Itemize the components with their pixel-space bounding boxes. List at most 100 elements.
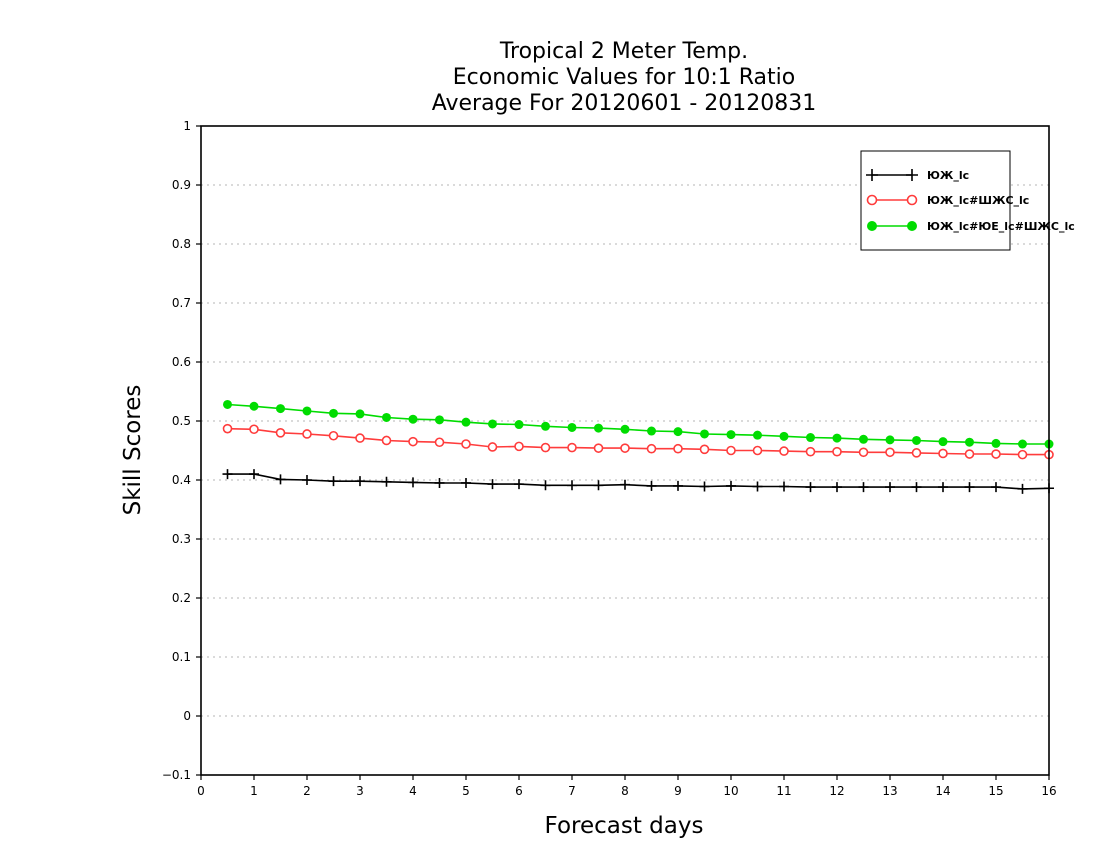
data-point xyxy=(249,424,259,435)
x-tick-label: 5 xyxy=(462,784,470,798)
series-3 xyxy=(223,399,1054,449)
y-tick-label: −0.1 xyxy=(162,768,191,782)
data-point xyxy=(541,421,550,431)
data-point xyxy=(514,420,524,430)
data-point xyxy=(991,438,1001,448)
data-point xyxy=(222,469,233,480)
data-point xyxy=(355,409,365,419)
data-point xyxy=(567,422,577,432)
data-point xyxy=(991,482,1001,493)
data-point xyxy=(646,443,657,454)
series-2 xyxy=(222,423,1054,460)
x-tick-label: 13 xyxy=(882,784,897,798)
chart-title-line-2: Economic Values for 10:1 Ratio xyxy=(453,65,795,90)
x-tick-label: 10 xyxy=(723,784,738,798)
data-point xyxy=(329,408,338,418)
x-tick-label: 2 xyxy=(303,784,311,798)
legend-label-series-2: ЮЖ_lс#ШЖС_lс xyxy=(927,194,1029,207)
chart-title-line-1: Tropical 2 Meter Temp. xyxy=(499,39,748,64)
data-point xyxy=(302,429,312,439)
data-point xyxy=(885,435,895,445)
y-axis-title: Skill Scores xyxy=(120,385,146,516)
data-point xyxy=(753,430,762,440)
data-point xyxy=(488,419,497,429)
data-point xyxy=(620,443,630,453)
data-point xyxy=(567,442,577,453)
data-point xyxy=(646,480,657,491)
data-point xyxy=(620,424,630,434)
data-point xyxy=(328,476,339,487)
y-tick-label: 0.8 xyxy=(172,237,191,251)
data-point xyxy=(461,439,471,449)
data-point xyxy=(699,481,710,492)
data-point xyxy=(964,449,975,459)
y-tick-label: 0.2 xyxy=(172,591,191,605)
data-point xyxy=(276,404,285,414)
data-point xyxy=(435,415,444,425)
data-point xyxy=(779,481,789,492)
data-point xyxy=(355,476,365,487)
data-point xyxy=(673,443,683,454)
data-point xyxy=(832,446,842,457)
data-point xyxy=(514,441,524,452)
data-point xyxy=(223,399,232,409)
data-point xyxy=(647,426,656,436)
data-point xyxy=(726,445,736,456)
data-point xyxy=(1017,449,1028,460)
y-tick-label: 0.9 xyxy=(172,178,191,192)
data-point xyxy=(594,423,603,433)
x-tick-label: 12 xyxy=(829,784,844,798)
data-point xyxy=(858,482,869,493)
data-point xyxy=(832,482,842,493)
x-tick-label: 7 xyxy=(568,784,576,798)
data-point xyxy=(249,469,259,480)
data-point xyxy=(885,482,895,493)
y-tick-label: 0.7 xyxy=(172,296,191,310)
data-point xyxy=(699,444,710,455)
axis-ticks: −0.100.10.20.30.40.50.60.70.80.910 1 2 3 4 5 6… xyxy=(162,119,1057,798)
data-point xyxy=(779,431,789,441)
data-point xyxy=(620,479,630,490)
data-point xyxy=(859,434,868,444)
x-tick-label: 14 xyxy=(935,784,950,798)
data-point xyxy=(355,433,365,443)
data-point xyxy=(779,446,789,456)
x-tick-label: 8 xyxy=(621,784,629,798)
data-point xyxy=(752,445,763,456)
data-point xyxy=(487,479,498,490)
chart-title-line-3: Average For 20120601 - 20120831 xyxy=(432,91,817,116)
x-tick-label: 15 xyxy=(988,784,1003,798)
data-point xyxy=(806,433,815,443)
legend-marker-series-2a xyxy=(866,194,878,206)
data-point xyxy=(408,436,418,447)
x-tick-label: 1 xyxy=(250,784,258,798)
data-point xyxy=(461,477,471,488)
data-point xyxy=(1017,483,1028,494)
data-point xyxy=(938,437,948,447)
data-point xyxy=(302,475,312,485)
legend-marker-series-2b xyxy=(906,194,918,206)
data-point xyxy=(965,437,974,447)
series-layer xyxy=(222,399,1054,494)
data-point xyxy=(805,446,816,457)
data-point xyxy=(673,480,683,491)
data-point xyxy=(938,448,948,459)
data-point xyxy=(832,433,842,443)
data-point xyxy=(382,412,391,422)
y-tick-label: 0.3 xyxy=(172,532,191,546)
data-point xyxy=(911,448,922,458)
data-point xyxy=(222,423,233,434)
data-point xyxy=(275,474,286,485)
data-point xyxy=(461,417,471,427)
legend-label-series-3: ЮЖ_lс#ЮЕ_lс#ШЖС_lс xyxy=(927,220,1075,233)
data-point xyxy=(752,481,763,492)
legend-box xyxy=(860,150,1011,251)
data-point xyxy=(726,430,736,440)
x-tick-label: 9 xyxy=(674,784,682,798)
x-tick-label: 3 xyxy=(356,784,364,798)
data-point xyxy=(540,480,551,491)
data-point xyxy=(1018,439,1027,449)
x-tick-label: 16 xyxy=(1041,784,1056,798)
